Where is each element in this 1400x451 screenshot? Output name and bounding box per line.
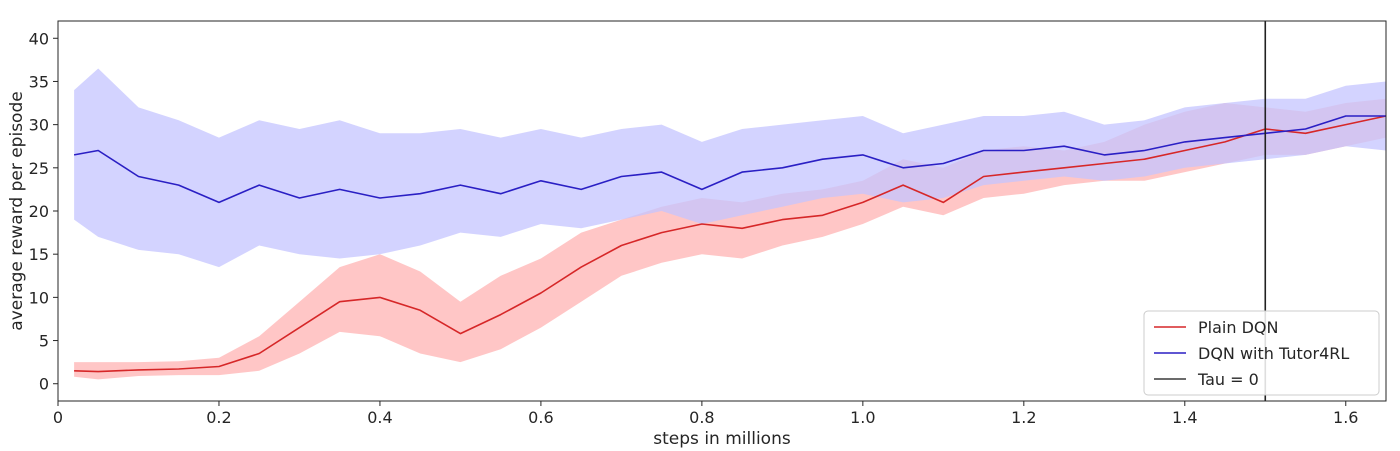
- y-tick-label: 20: [29, 202, 49, 221]
- x-tick-label: 0.2: [206, 408, 231, 427]
- x-axis-label: steps in millions: [653, 429, 791, 449]
- series-band-1: [74, 68, 1387, 268]
- legend-box: [1143, 310, 1380, 396]
- y-tick-label: 15: [29, 245, 49, 264]
- y-tick-label: 5: [39, 332, 49, 351]
- series-lines: [73, 115, 1387, 373]
- x-tick-label: 1.2: [1011, 408, 1036, 427]
- y-tick-label: 30: [29, 116, 49, 135]
- series-line-1: [73, 115, 1386, 204]
- legend-label-1: DQN with Tutor4RL: [1198, 344, 1349, 363]
- x-tick-label: 0.8: [689, 408, 714, 427]
- x-tick-label: 1.4: [1172, 408, 1197, 427]
- series-line-0: [74, 115, 1387, 373]
- legend-label-0: Plain DQN: [1198, 318, 1278, 337]
- x-tick-label: 0.6: [528, 408, 553, 427]
- x-tick-label: 0: [53, 408, 63, 427]
- y-tick-label: 35: [29, 72, 49, 91]
- legend: Plain DQN DQN with Tutor4RL Tau = 0: [1143, 310, 1380, 396]
- legend-label-2: Tau = 0: [1197, 370, 1259, 389]
- y-tick-label: 40: [29, 29, 49, 48]
- y-axis-label: average reward per episode: [7, 91, 27, 330]
- y-tick-label: 25: [29, 159, 49, 178]
- y-axis-ticks: 0 5 10 15 20 25 30 35 40: [29, 29, 58, 394]
- y-tick-label: 10: [29, 288, 49, 307]
- x-axis-ticks: 0 0.2 0.4 0.6 0.8 1.0 1.2 1.4 1.6: [53, 401, 1358, 427]
- x-tick-label: 1.0: [850, 408, 875, 427]
- x-tick-label: 0.4: [367, 408, 392, 427]
- x-tick-label: 1.6: [1333, 408, 1358, 427]
- y-tick-label: 0: [39, 375, 49, 394]
